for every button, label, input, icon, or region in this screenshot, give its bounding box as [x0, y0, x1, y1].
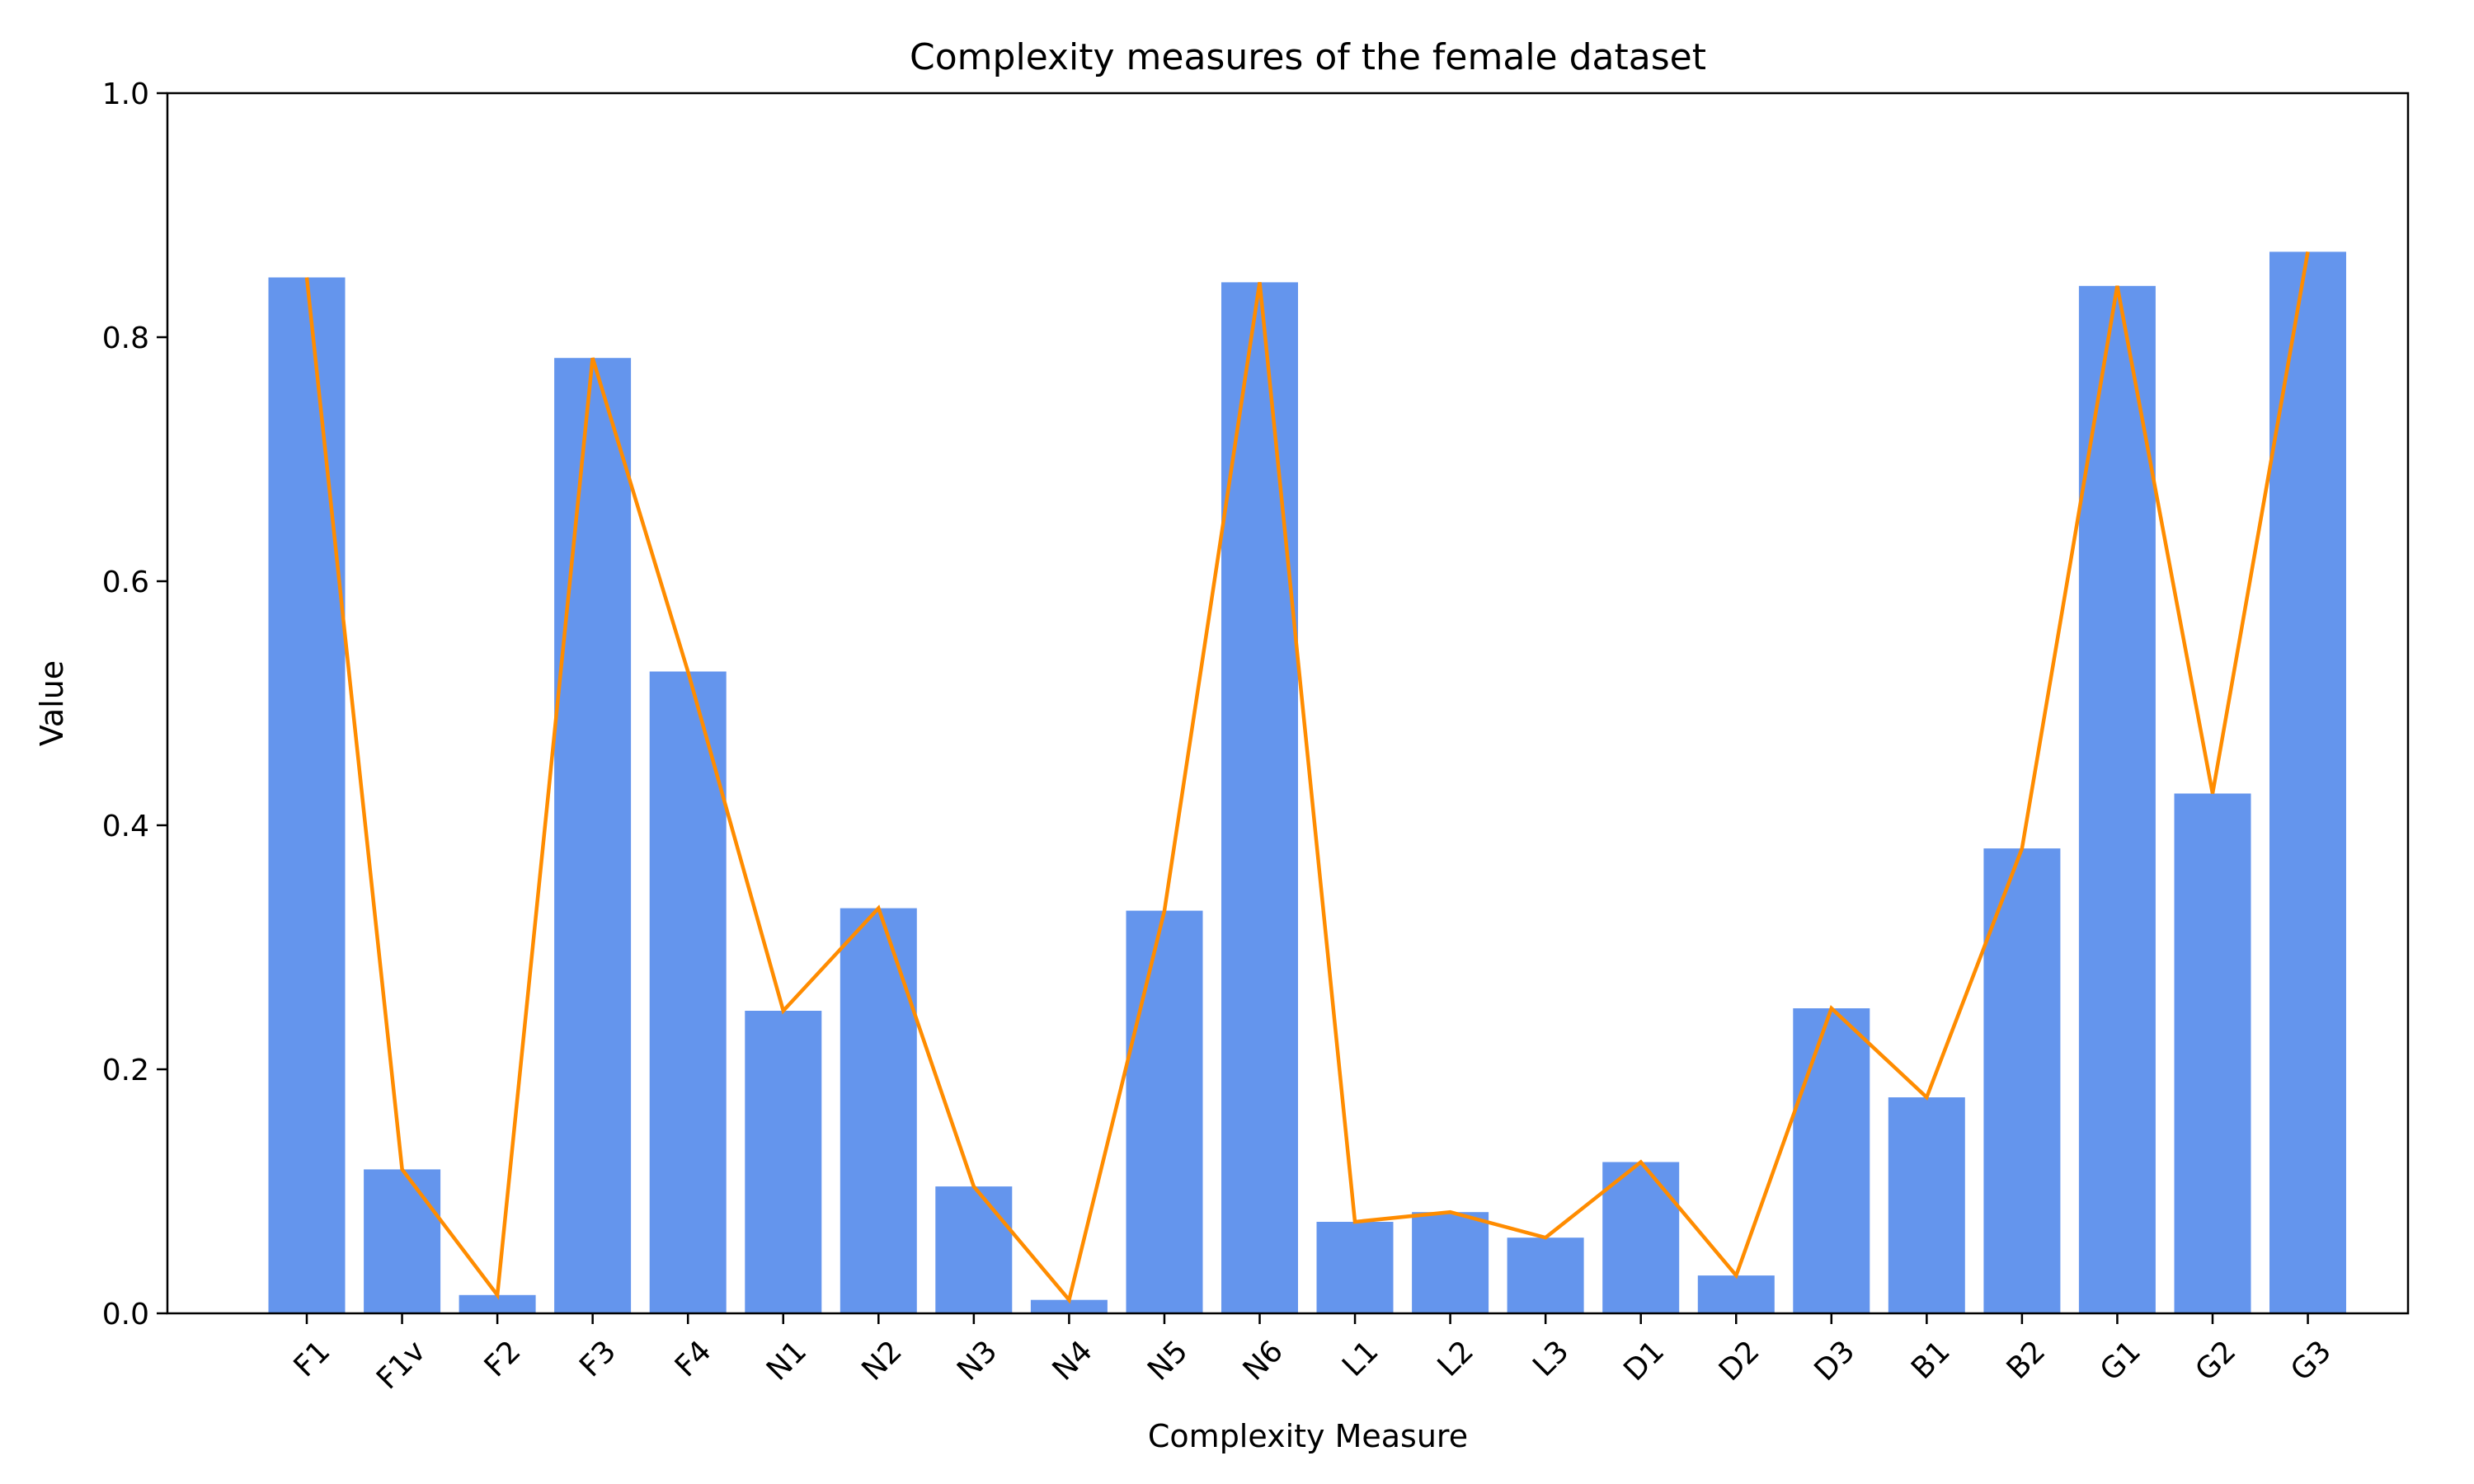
x-tick-label-n2: N2 — [856, 1334, 909, 1387]
y-tick-label: 0.2 — [102, 1054, 149, 1087]
x-tick-label-n4: N4 — [1047, 1334, 1099, 1387]
bar-l1 — [1316, 1222, 1394, 1313]
x-tick-label-n1: N1 — [760, 1334, 813, 1387]
y-tick-label: 0.4 — [102, 810, 149, 843]
x-axis-ticks: F1 F1v F2 F3 F4 N1 N2 N3 N4 N5 N6 L1 L2 L3 D1 D2 D3 B1 B2 G… — [288, 1313, 2338, 1396]
bar-d3 — [1793, 1008, 1870, 1313]
x-tick-label-g1: G1 — [2094, 1334, 2147, 1388]
bars — [268, 251, 2346, 1314]
bar-g1 — [2078, 285, 2156, 1313]
chart-title: Complexity measures of the female datase… — [910, 36, 1706, 78]
bar-f2 — [459, 1294, 536, 1313]
x-tick-label-d1: D1 — [1617, 1334, 1671, 1388]
bar-b2 — [1983, 848, 2061, 1313]
x-tick-label-l3: L3 — [1526, 1334, 1575, 1383]
x-axis-label: Complexity Measure — [1148, 1418, 1468, 1454]
axes — [166, 92, 2410, 1315]
x-tick-label-l1: L1 — [1336, 1334, 1385, 1383]
series-line — [304, 251, 2310, 1304]
overlay-line — [304, 251, 2310, 1304]
bar-n2 — [840, 908, 917, 1313]
bar-g3 — [2269, 251, 2346, 1313]
bar-f4 — [649, 671, 727, 1313]
bar-f3 — [554, 358, 632, 1314]
y-tick-label: 0.8 — [102, 322, 149, 355]
y-tick-label: 0.6 — [102, 566, 149, 599]
bar-n5 — [1126, 910, 1203, 1313]
bar-l2 — [1412, 1212, 1489, 1313]
bar-n6 — [1221, 282, 1298, 1313]
x-tick-label-f4: F4 — [669, 1334, 718, 1383]
x-tick-label-n5: N5 — [1141, 1334, 1194, 1387]
y-tick-label: 1.0 — [102, 77, 149, 111]
bar-n3 — [935, 1186, 1013, 1313]
bar-b1 — [1888, 1097, 1965, 1313]
x-tick-label-f1: F1 — [288, 1334, 337, 1383]
x-tick-label-g3: G3 — [2284, 1334, 2338, 1388]
x-tick-label-n3: N3 — [951, 1334, 1004, 1387]
plot-frame — [166, 92, 2410, 1315]
y-axis-ticks: 0.0 0.2 0.4 0.6 0.8 1.0 — [102, 77, 167, 1331]
x-tick-label-f3: F3 — [573, 1334, 623, 1383]
x-tick-label-f2: F2 — [478, 1334, 528, 1383]
y-tick-label: 0.0 — [102, 1298, 149, 1331]
bar-g2 — [2174, 793, 2251, 1313]
x-tick-label-b1: B1 — [1905, 1334, 1957, 1386]
bar-f1 — [268, 277, 346, 1313]
x-tick-label-f1v: F1v — [370, 1334, 432, 1396]
bar-d2 — [1697, 1275, 1775, 1313]
x-tick-label-l2: L2 — [1432, 1334, 1480, 1383]
x-tick-label-n6: N6 — [1237, 1334, 1290, 1387]
x-tick-label-b2: B2 — [2001, 1334, 2053, 1386]
x-tick-label-d2: D2 — [1713, 1334, 1766, 1388]
x-tick-label-d3: D3 — [1808, 1334, 1861, 1388]
bar-n1 — [745, 1011, 822, 1313]
bar-d1 — [1602, 1162, 1680, 1313]
y-axis-label: Value — [34, 660, 70, 746]
bar-n4 — [1030, 1299, 1108, 1313]
bar-l3 — [1507, 1237, 1584, 1313]
bar-f1v — [364, 1169, 441, 1313]
x-tick-label-g2: G2 — [2189, 1334, 2243, 1388]
